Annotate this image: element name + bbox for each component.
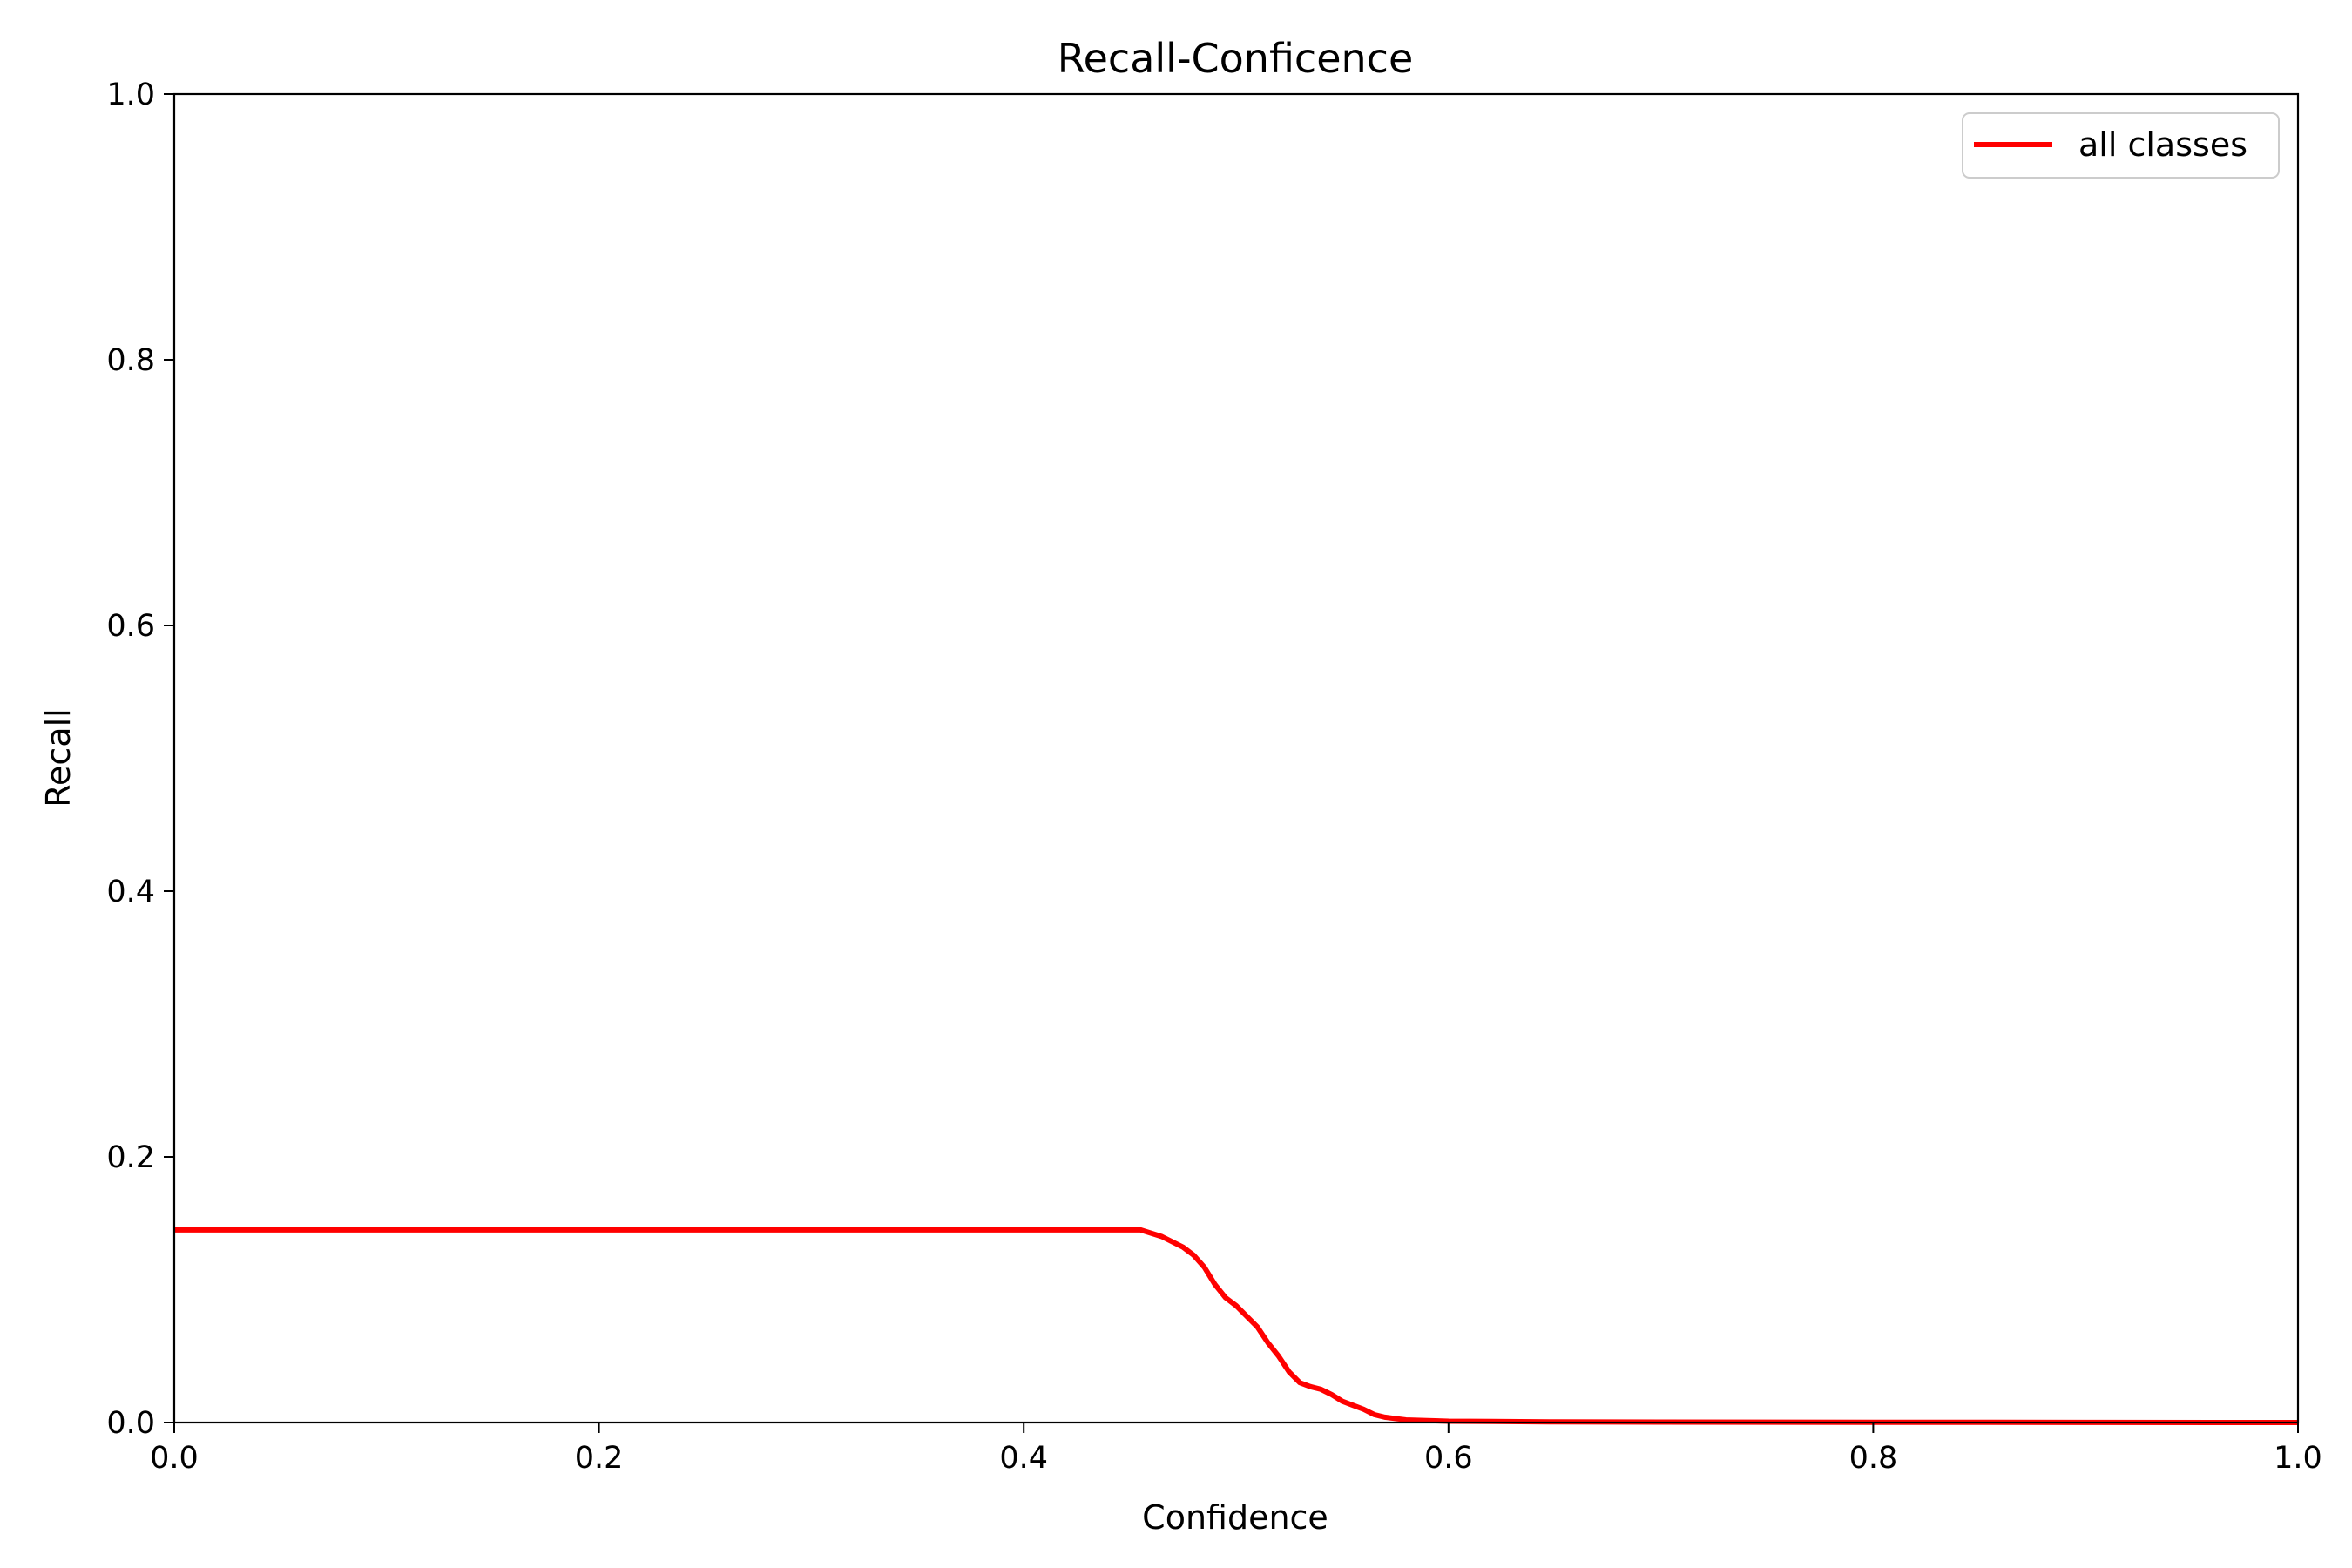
x-tick-label: 0.8: [1849, 1441, 1898, 1476]
y-tick-label: 0.8: [106, 343, 155, 378]
plot-background: [174, 94, 2298, 1423]
x-axis: 0.0 0.2 0.4 0.6 0.8 1.0: [150, 1423, 2322, 1476]
legend: all classes: [1962, 112, 2280, 179]
y-tick-label: 1.0: [106, 78, 155, 112]
y-axis: 0.0 0.2 0.4 0.6 0.8 1.0: [106, 78, 174, 1441]
x-tick-label: 0.4: [999, 1441, 1048, 1476]
y-tick-label: 0.6: [106, 609, 155, 644]
x-axis-label: Confidence: [1142, 1498, 1328, 1537]
y-tick-label: 0.2: [106, 1140, 155, 1175]
y-tick-label: 0.4: [106, 875, 155, 909]
legend-label-all-classes: all classes: [2078, 125, 2247, 164]
legend-box: [1962, 112, 2280, 179]
x-tick-label: 1.0: [2274, 1441, 2322, 1476]
plot-frame: [172, 92, 2300, 1424]
series-layer: [174, 1227, 2299, 1425]
x-tick-label: 0.6: [1424, 1441, 1473, 1476]
series-line-all-classes: [174, 1227, 2299, 1425]
y-tick-label: 0.0: [106, 1406, 155, 1441]
y-axis-label: Recall: [39, 708, 78, 807]
chart-title: Recall-Conficence: [1058, 35, 1414, 82]
plot-area: [172, 92, 2300, 1425]
x-tick-label: 0.0: [150, 1441, 199, 1476]
x-tick-label: 0.2: [575, 1441, 624, 1476]
